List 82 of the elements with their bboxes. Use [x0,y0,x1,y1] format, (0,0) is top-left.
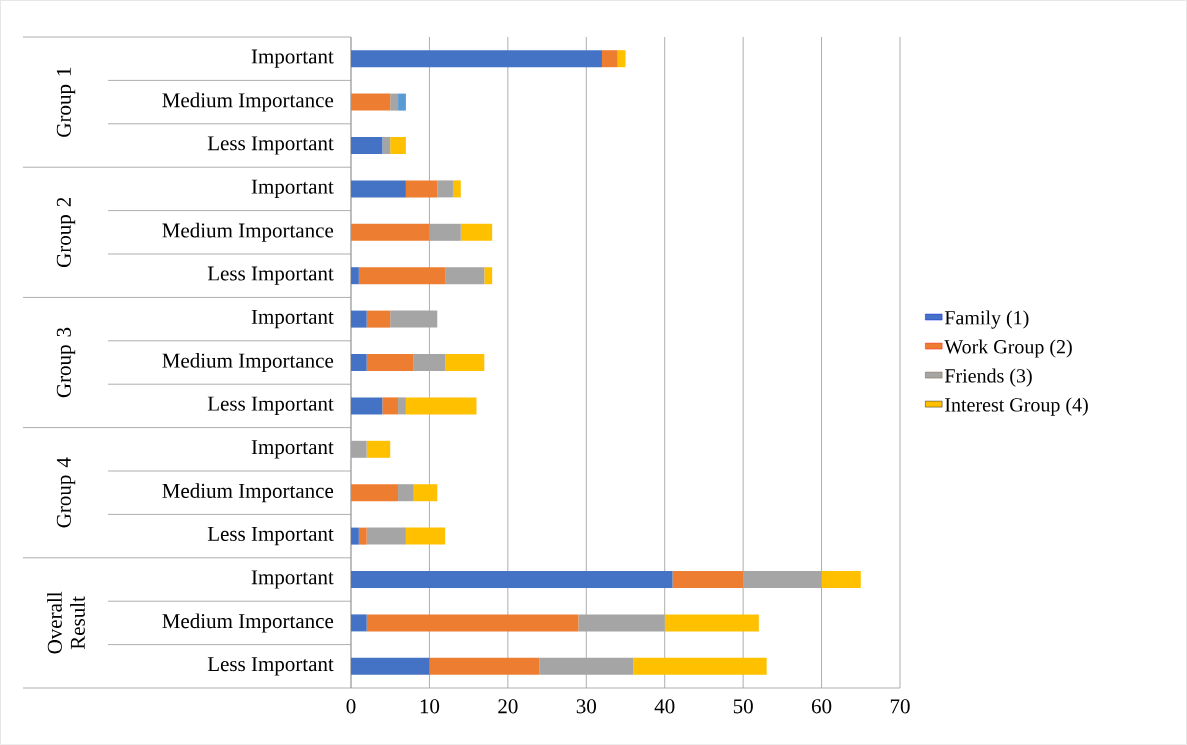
y-tick-label: Important [251,179,334,199]
bar [358,267,446,285]
x-tick-label: 10 [420,699,440,714]
y-tick-label: Less Important [207,266,334,285]
bar [390,137,406,154]
bar [351,50,602,68]
x-tick-label: 20 [498,699,518,714]
bar [821,571,861,589]
x-tick-label: 0 [346,699,356,714]
legend-label: Interest Group (4) [945,397,1088,416]
x-tick-label: 30 [576,699,596,714]
text: Overall Result [47,591,85,654]
text: Group 2 [56,197,76,268]
bar [366,614,579,632]
bar [351,137,383,154]
text: Group 3 [56,327,76,398]
x-tick-label: 40 [654,699,675,714]
bar [413,354,446,372]
y-tick-label: Medium Importance [162,613,334,633]
bar [429,223,461,241]
bar [351,93,391,111]
bar [351,180,406,198]
y-tick-label: Less Important [207,526,334,546]
bar [351,223,430,241]
bar [351,614,367,632]
text: Group 1 [56,67,76,137]
bar [578,614,665,632]
bar [390,310,438,328]
bar [366,354,414,372]
bar [351,354,367,372]
bar [398,93,406,111]
y-tick-label: Medium Importance [162,352,334,373]
y-tick-label: Important [251,570,334,589]
bar [743,571,822,589]
y-tick-label: Medium Importance [162,92,334,112]
legend-label: Family (1) [944,310,1029,329]
y-tick-label: Important [251,440,334,459]
bar [398,397,406,415]
x-tick-label: 60 [811,699,832,714]
bar [452,180,461,198]
bar [390,93,399,111]
bar [366,440,391,458]
bar [358,527,367,545]
bar [351,571,673,589]
bar [366,310,391,328]
legend-label: Friends (3) [944,368,1032,387]
bar [382,137,391,154]
bar [405,180,438,198]
bar [351,527,359,545]
y-tick-label: Less Important [207,136,334,155]
x-tick-label: 70 [890,699,910,714]
bar [413,484,438,502]
bar [484,267,493,285]
y-tick-label: Less Important [207,396,334,416]
y-tick-label: Important [251,49,334,68]
bar [405,397,477,415]
bar [351,484,399,502]
x-tick-label: 50 [733,699,753,714]
bar [366,527,406,545]
bar [351,267,359,285]
bar [672,571,744,589]
bar [351,657,430,675]
bar [445,267,485,285]
text: Group 4 [56,457,76,528]
bar [429,657,540,675]
bar [664,614,759,632]
y-tick-label: Medium Importance [162,222,334,242]
bar [398,484,414,502]
bar [405,527,446,545]
bar [633,657,767,675]
y-tick-label: Less Important [207,657,334,676]
bar [445,354,485,372]
bar [437,180,453,198]
bar [382,397,399,415]
bar [539,657,634,675]
y-tick-label: Medium Importance [162,483,334,503]
bar [351,310,367,328]
bar [351,397,383,415]
bar [460,223,493,241]
legend-label: Work Group (2) [944,339,1072,358]
bar [601,50,618,68]
y-tick-label: Important [251,309,334,329]
